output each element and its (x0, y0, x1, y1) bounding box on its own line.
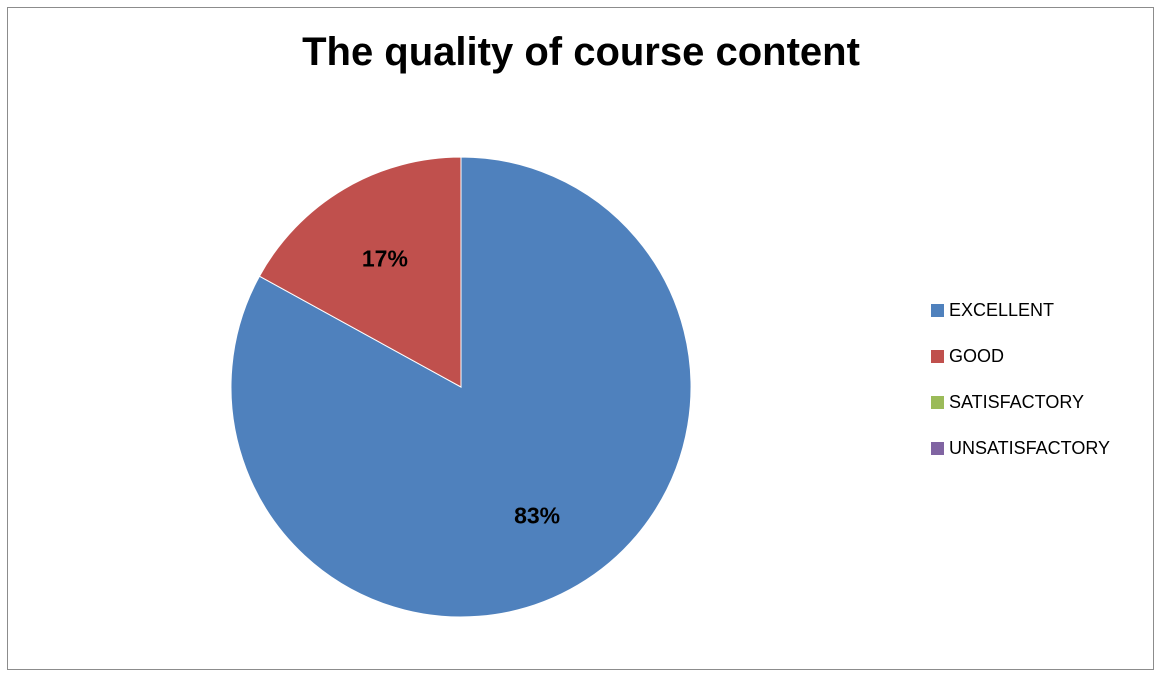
legend-label-good: GOOD (949, 345, 1005, 366)
legend-swatch-excellent (931, 303, 944, 317)
data-label-good: 17% (362, 245, 408, 271)
data-label-excellent: 83% (514, 503, 560, 529)
legend-item-good: GOOD (931, 346, 1110, 366)
legend-item-excellent: EXCELLENT (931, 300, 1110, 320)
legend-label-excellent: EXCELLENT (949, 299, 1055, 320)
legend-label-unsatisfactory: UNSATISFACTORY (949, 437, 1111, 458)
legend-item-satisfactory: SATISFACTORY (931, 392, 1110, 412)
chart-legend: EXCELLENT GOOD SATISFACTORY UNSATISFACTORY (931, 300, 1110, 484)
legend-item-unsatisfactory: UNSATISFACTORY (931, 438, 1110, 458)
legend-swatch-good (931, 349, 944, 363)
legend-swatch-satisfactory (931, 395, 944, 409)
pie-slice-good (258, 156, 462, 388)
legend-label-satisfactory: SATISFACTORY (949, 391, 1085, 412)
chart-title: The quality of course content (302, 30, 860, 74)
legend-swatch-unsatisfactory (931, 441, 944, 455)
